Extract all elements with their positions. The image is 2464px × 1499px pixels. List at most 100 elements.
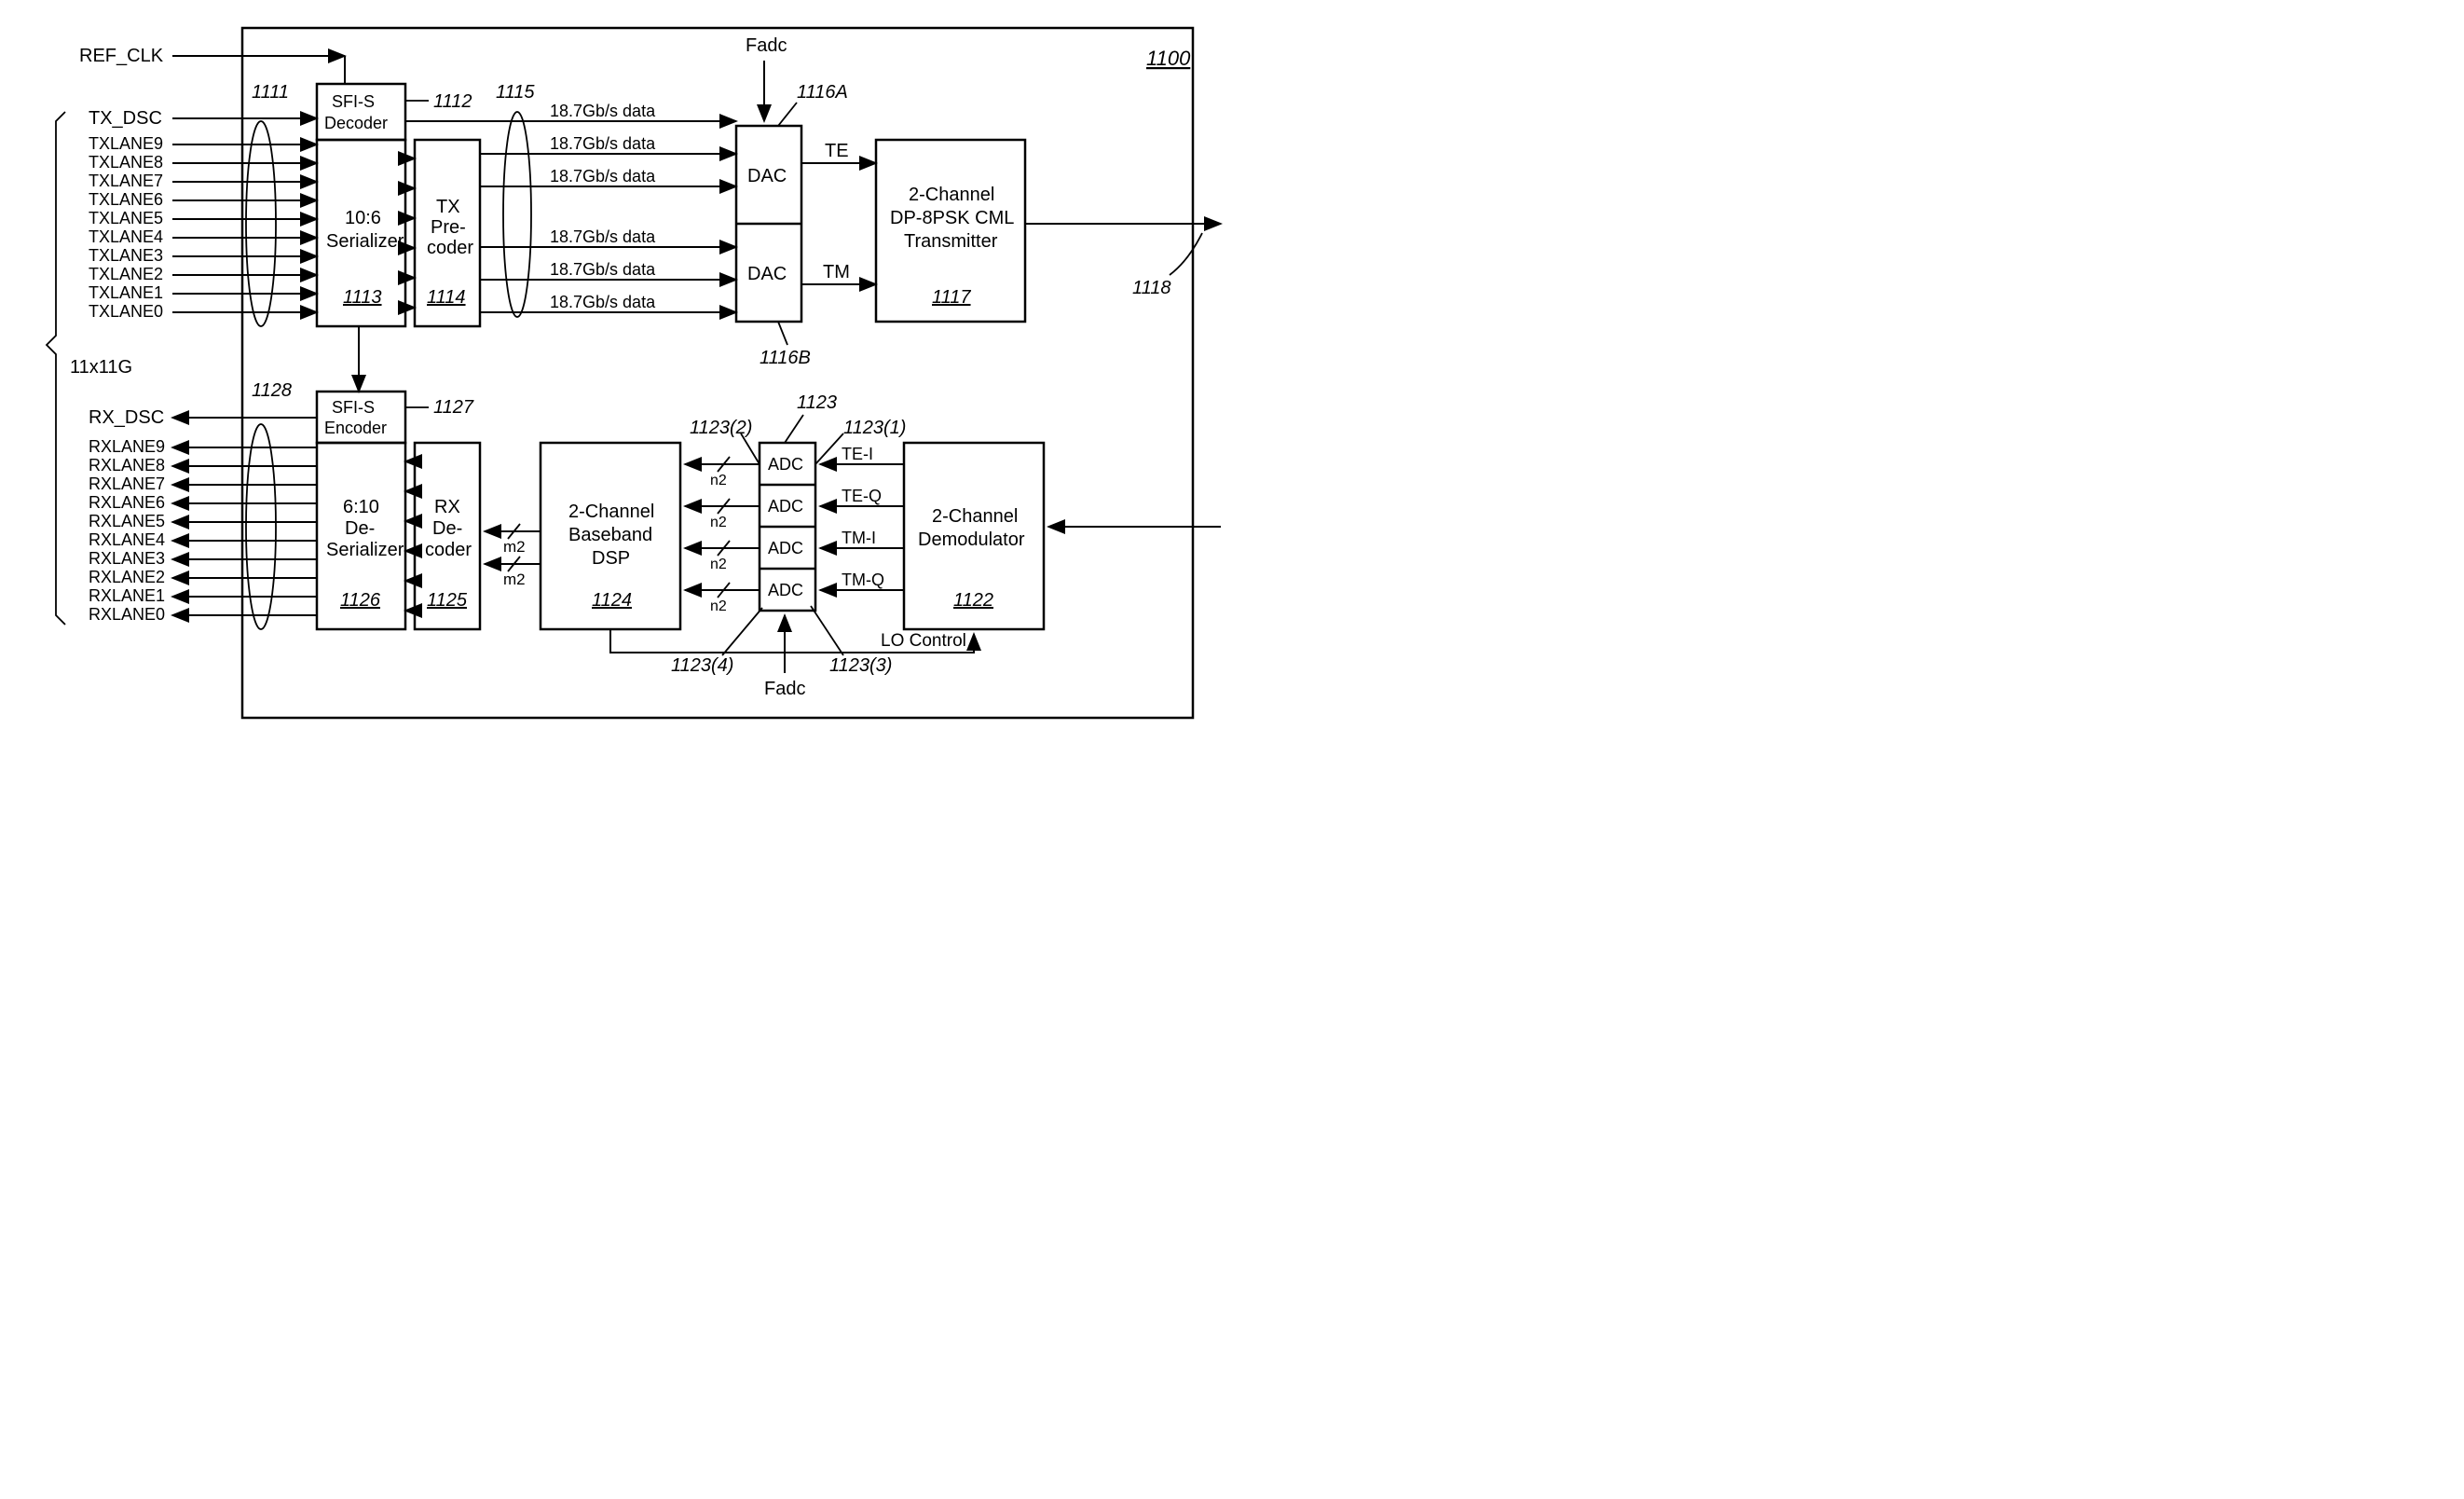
data-line-label: 18.7Gb/s data (550, 102, 656, 120)
tx-lanes-group: TXLANE9TXLANE8TXLANE7TXLANE6TXLANE5TXLAN… (89, 134, 317, 321)
output-ref-curve (1170, 233, 1202, 275)
output-ref: 1118 (1132, 278, 1171, 298)
bus-label: 11x11G (70, 357, 132, 378)
adc-group-ref-line (785, 415, 803, 443)
rxdec-l1: RX (434, 497, 460, 517)
rxdec-l3: coder (425, 540, 472, 560)
txlane-label: TXLANE9 (89, 134, 163, 153)
sfis-encoder-ref: 1127 (433, 397, 474, 418)
rx-ellipse-ref: 1128 (252, 380, 292, 401)
demod-l2: Demodulator (918, 529, 1025, 550)
ref-clk-label: REF_CLK (79, 46, 164, 66)
demod-ref: 1122 (953, 590, 993, 611)
adc-sig-label: TE-I (842, 445, 873, 463)
dsp-l2: Baseband (568, 525, 652, 545)
dac-top-ref: 1116A (797, 82, 848, 103)
adc-l1: ADC (768, 455, 803, 474)
rx-dsc-label: RX_DSC (89, 407, 164, 428)
rxlane-label: RXLANE2 (89, 568, 165, 586)
deser-l2: De- (345, 518, 375, 539)
deser-ref: 1126 (340, 590, 381, 611)
demod-l1: 2-Channel (932, 506, 1018, 527)
sfis-decoder-l2: Decoder (324, 114, 388, 132)
bus-brace (47, 112, 65, 625)
rxdec-ref: 1125 (427, 590, 468, 611)
txlane-label: TXLANE4 (89, 227, 163, 246)
adc-sig-label: TM-Q (842, 571, 884, 589)
tx-ref: 1117 (932, 287, 971, 308)
data-line-label: 18.7Gb/s data (550, 134, 656, 153)
txlane-label: TXLANE3 (89, 246, 163, 265)
rxlane-label: RXLANE6 (89, 493, 165, 512)
tx-l3: Transmitter (904, 231, 998, 252)
dac-bot-ref: 1116B (760, 348, 811, 368)
txlane-label: TXLANE8 (89, 153, 163, 172)
dsp-l1: 2-Channel (568, 502, 654, 522)
tx-ellipse-ref: 1111 (252, 82, 289, 103)
precoder-l3: coder (427, 238, 473, 258)
serializer-l2: Serializer (326, 231, 404, 252)
data-line-label: 18.7Gb/s data (550, 260, 656, 279)
deser-l3: Serializer (326, 540, 404, 560)
data-ellipse (503, 112, 531, 317)
rxdec-l2: De- (432, 518, 462, 539)
tx-dsc-label: TX_DSC (89, 108, 162, 129)
sfis-decoder-l1: SFI-S (332, 92, 375, 111)
dac-top-ref-line (778, 103, 797, 126)
txlane-label: TXLANE6 (89, 190, 163, 209)
txlane-label: TXLANE7 (89, 172, 163, 190)
m2-label-2: m2 (503, 571, 526, 588)
precoder-ref: 1114 (427, 287, 466, 308)
adc-l4: ADC (768, 581, 803, 599)
lo-control-label: LO Control (881, 631, 966, 651)
rx-lanes-group: RXLANE9RXLANE8RXLANE7RXLANE6RXLANE5 RXLAN… (89, 437, 317, 624)
txlane-label: TXLANE2 (89, 265, 163, 283)
tx-l2: DP-8PSK CML (890, 208, 1014, 228)
diagram-svg: 1100 REF_CLK TX_DSC TXLANE9TXLANE8TXLANE… (0, 0, 1232, 750)
sfis-encoder-l1: SFI-S (332, 398, 375, 417)
tm-label: TM (823, 262, 850, 282)
deser-l1: 6:10 (343, 497, 379, 517)
dsp-l3: DSP (592, 548, 630, 569)
data-line-label: 18.7Gb/s data (550, 167, 656, 186)
adc-signal-lines: TE-I TE-Q TM-I TM-Q (820, 445, 904, 590)
adc-group-ref: 1123 (797, 392, 837, 413)
rxlane-label: RXLANE1 (89, 586, 165, 605)
adc-ref-1-line (815, 433, 843, 464)
n2-label: n2 (710, 598, 727, 614)
rx-ellipse (246, 424, 276, 629)
rxlane-label: RXLANE3 (89, 549, 165, 568)
precoder-l1: TX (436, 197, 460, 217)
data-line-label: 18.7Gb/s data (550, 293, 656, 311)
adc-sig-label: TE-Q (842, 487, 882, 505)
serializer-ref: 1113 (343, 287, 382, 308)
rxlane-label: RXLANE8 (89, 456, 165, 474)
fadc-bot-label: Fadc (764, 679, 805, 699)
tx-ellipse (246, 121, 276, 326)
data-ellipse-ref: 1115 (496, 82, 535, 103)
adc-sig-label: TM-I (842, 529, 876, 547)
adc-l3: ADC (768, 539, 803, 557)
n2-label: n2 (710, 557, 727, 572)
precoder-l2: Pre- (431, 217, 466, 238)
dec-to-deser-arrows (405, 461, 415, 611)
sfis-decoder-ref: 1112 (433, 91, 472, 112)
dsp-ref: 1124 (592, 590, 632, 611)
sfis-encoder-l2: Encoder (324, 419, 387, 437)
rxlane-label: RXLANE0 (89, 605, 165, 624)
txlane-label: TXLANE1 (89, 283, 163, 302)
serializer-l1: 10:6 (345, 208, 381, 228)
n2-label: n2 (710, 473, 727, 488)
adc-ref-3: 1123(3) (829, 655, 892, 676)
rxlane-label: RXLANE9 (89, 437, 165, 456)
tx-l1: 2-Channel (909, 185, 994, 205)
te-label: TE (825, 141, 849, 161)
data-line-label: 18.7Gb/s data (550, 227, 656, 246)
adc-ref-4: 1123(4) (671, 655, 733, 676)
adc-ref-4-line (722, 608, 762, 655)
rxlane-label: RXLANE5 (89, 512, 165, 530)
adc-ref-2: 1123(2) (690, 418, 752, 438)
txlane-label: TXLANE0 (89, 302, 163, 321)
rxlane-label: RXLANE7 (89, 474, 165, 493)
txlane-label: TXLANE5 (89, 209, 163, 227)
